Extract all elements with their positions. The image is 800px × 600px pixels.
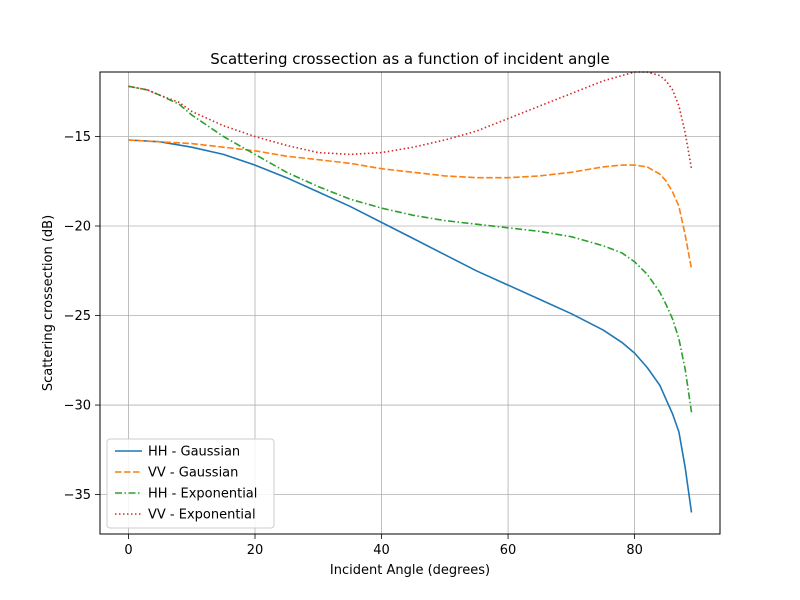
x-tick-label: 60 (500, 543, 517, 558)
legend: HH - Gaussian VV - Gaussian HH - Exponenti… (106, 438, 275, 529)
axes-frame (99, 71, 721, 535)
legend-entry: HH - Gaussian (148, 445, 240, 460)
y-tick-label: −15 (64, 130, 91, 145)
legend-entry: VV - Exponential (148, 508, 256, 523)
x-axis-label: Incident Angle (degrees) (330, 563, 490, 578)
x-tick-label: 80 (626, 543, 643, 558)
ticks: 0 20 40 60 80 −35 −30 −25 −20 −15 (64, 130, 643, 558)
y-tick-label: −35 (64, 488, 91, 503)
legend-entry: VV - Gaussian (148, 466, 238, 481)
y-tick-label: −20 (64, 220, 91, 235)
series-line-vv-gaussian (128, 139, 693, 270)
legend-entry: HH - Exponential (148, 487, 257, 502)
x-tick-label: 0 (124, 543, 132, 558)
series-line-hh-gaussian (128, 139, 693, 513)
y-axis-label: Scattering crossection (dB) (41, 215, 56, 391)
y-tick-label: −30 (64, 399, 91, 414)
x-tick-label: 40 (373, 543, 390, 558)
y-tick-label: −25 (64, 309, 91, 324)
chart-title: Scattering crossection as a function of … (210, 50, 610, 68)
x-tick-label: 20 (247, 543, 264, 558)
series-line-hh-exponential (128, 85, 693, 413)
legend-box (106, 438, 275, 529)
series-line-vv-exponential (128, 71, 693, 169)
plot-area (128, 71, 693, 513)
